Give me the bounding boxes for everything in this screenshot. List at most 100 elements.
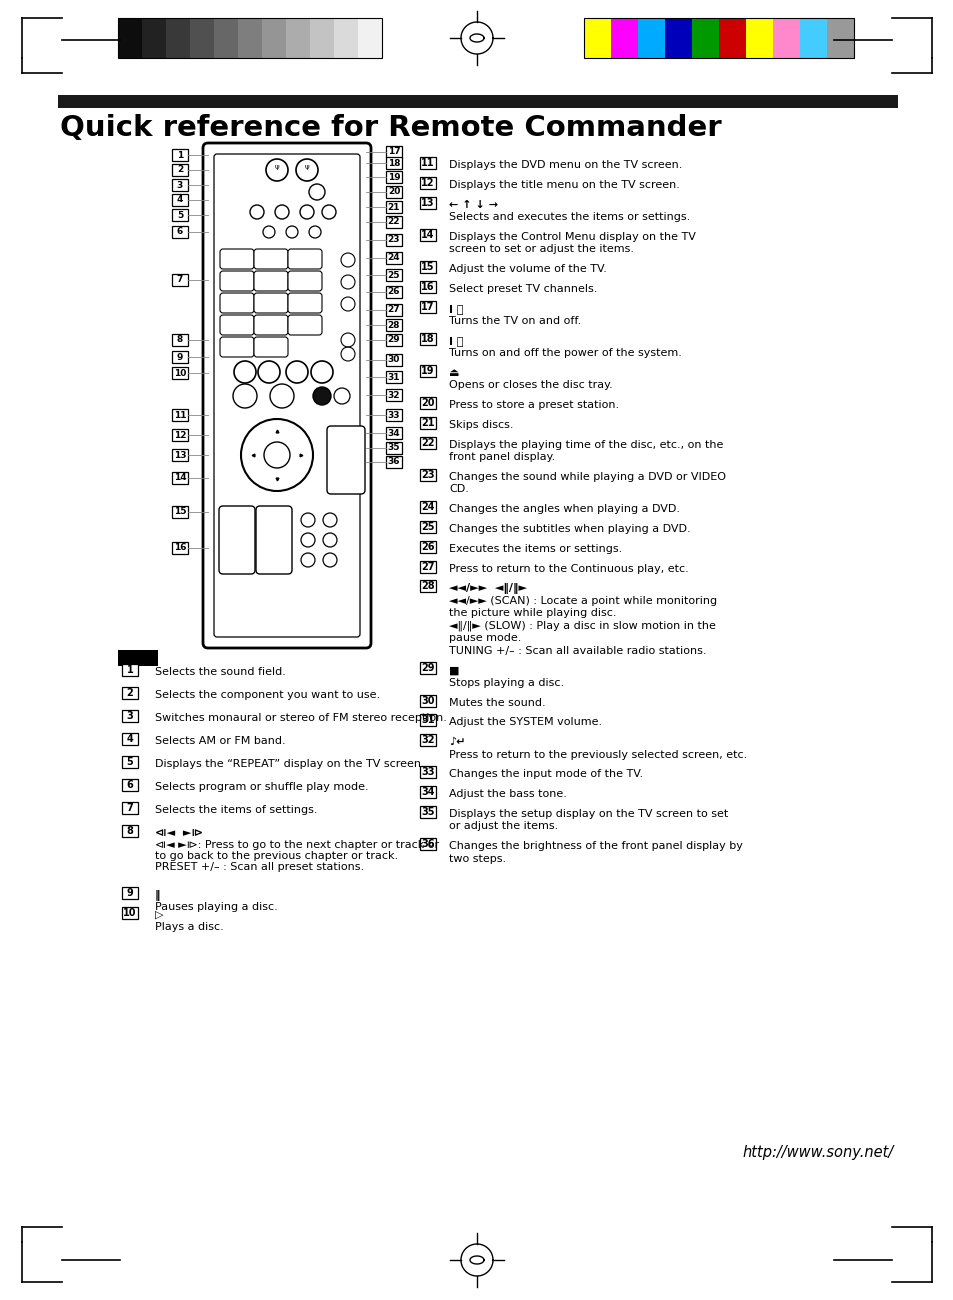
Bar (310, 18, 334, 58)
Text: pause mode.: pause mode. (449, 633, 521, 644)
Bar (664, 18, 691, 58)
Text: ◄◄/►►  ◄‖/‖►: ◄◄/►► ◄‖/‖► (449, 584, 526, 594)
Text: Stops playing a disc.: Stops playing a disc. (449, 677, 563, 688)
Bar (419, 229, 436, 240)
Text: 33: 33 (387, 411, 400, 420)
Text: 11: 11 (173, 411, 186, 420)
Bar (386, 269, 401, 281)
Text: ← ↑ ↓ →: ← ↑ ↓ → (449, 200, 497, 209)
Bar (122, 826, 138, 837)
Bar (386, 157, 401, 169)
Bar (386, 370, 401, 383)
Text: to go back to the previous chapter or track.: to go back to the previous chapter or tr… (154, 852, 397, 861)
Text: 9: 9 (176, 352, 183, 361)
Text: ψ: ψ (304, 164, 309, 170)
Bar (262, 18, 286, 58)
Text: Executes the items or settings.: Executes the items or settings. (449, 543, 621, 554)
Bar (286, 18, 310, 58)
Text: Selects and executes the items or settings.: Selects and executes the items or settin… (449, 212, 690, 222)
Text: 21: 21 (387, 203, 400, 212)
Text: 32: 32 (421, 736, 435, 745)
FancyBboxPatch shape (220, 270, 253, 291)
Bar (419, 157, 436, 169)
Text: 26: 26 (387, 287, 400, 296)
Text: 16: 16 (173, 543, 186, 552)
Bar (419, 734, 436, 746)
Bar (172, 209, 188, 221)
Bar (386, 252, 401, 264)
Text: 28: 28 (420, 581, 435, 592)
Text: 12: 12 (421, 178, 435, 187)
Bar (386, 318, 401, 332)
Bar (172, 351, 188, 363)
Text: Turns the TV on and off.: Turns the TV on and off. (449, 316, 580, 326)
Text: Selects program or shuffle play mode.: Selects program or shuffle play mode. (154, 783, 368, 792)
Text: 34: 34 (421, 788, 435, 797)
Text: Changes the angles when playing a DVD.: Changes the angles when playing a DVD. (449, 504, 679, 515)
Text: Select preset TV channels.: Select preset TV channels. (449, 283, 597, 294)
FancyBboxPatch shape (203, 143, 371, 647)
Text: 29: 29 (421, 663, 435, 673)
Text: 10: 10 (123, 907, 136, 918)
Bar (386, 354, 401, 367)
Text: Displays the DVD menu on the TV screen.: Displays the DVD menu on the TV screen. (449, 160, 681, 170)
Bar (386, 456, 401, 468)
Text: 28: 28 (387, 321, 400, 329)
Text: 24: 24 (387, 254, 400, 263)
Text: 35: 35 (421, 807, 435, 816)
Text: 8: 8 (176, 335, 183, 345)
Text: ▷: ▷ (154, 910, 163, 920)
FancyBboxPatch shape (220, 337, 253, 358)
Text: 7: 7 (176, 276, 183, 285)
Text: 13: 13 (421, 198, 435, 208)
Bar (172, 367, 188, 380)
Bar (142, 18, 166, 58)
Text: Plays a disc.: Plays a disc. (154, 922, 224, 932)
Bar (122, 757, 138, 768)
Text: 17: 17 (387, 147, 400, 156)
Bar (334, 18, 357, 58)
Bar (419, 694, 436, 707)
Bar (386, 172, 401, 183)
FancyBboxPatch shape (255, 506, 292, 575)
Text: screen to set or adjust the items.: screen to set or adjust the items. (449, 244, 634, 255)
Text: ⧏◄  ►⧐: ⧏◄ ►⧐ (154, 828, 203, 838)
Text: 21: 21 (421, 419, 435, 428)
Bar (122, 779, 138, 790)
Bar (172, 410, 188, 421)
Bar (638, 18, 664, 58)
FancyBboxPatch shape (288, 250, 322, 269)
Bar (419, 838, 436, 850)
Bar (386, 426, 401, 439)
Text: 19: 19 (421, 367, 435, 376)
Text: 15: 15 (421, 263, 435, 272)
Text: ♪↵: ♪↵ (449, 737, 465, 747)
Text: Mutes the sound.: Mutes the sound. (449, 698, 545, 707)
Bar (800, 18, 826, 58)
Text: Adjust the volume of the TV.: Adjust the volume of the TV. (449, 264, 606, 274)
FancyBboxPatch shape (288, 292, 322, 313)
Bar (419, 786, 436, 798)
Bar (172, 164, 188, 176)
Text: Selects the component you want to use.: Selects the component you want to use. (154, 690, 379, 699)
Text: 8: 8 (127, 826, 133, 836)
Bar (419, 560, 436, 572)
Bar (419, 580, 436, 593)
Text: 13: 13 (173, 451, 186, 459)
FancyBboxPatch shape (253, 250, 288, 269)
Text: 15: 15 (173, 507, 186, 516)
Text: Turns on and off the power of the system.: Turns on and off the power of the system… (449, 348, 681, 359)
Text: 25: 25 (421, 523, 435, 532)
Text: 24: 24 (421, 502, 435, 512)
Bar (172, 472, 188, 484)
Bar (166, 18, 190, 58)
Text: 27: 27 (421, 562, 435, 572)
Bar (172, 226, 188, 238)
Text: ψ: ψ (274, 164, 279, 170)
Text: PRESET +/– : Scan all preset stations.: PRESET +/– : Scan all preset stations. (154, 862, 364, 872)
Text: Selects AM or FM band.: Selects AM or FM band. (154, 736, 285, 746)
Bar (172, 506, 188, 517)
Text: 10: 10 (173, 368, 186, 377)
Text: the picture while playing disc.: the picture while playing disc. (449, 608, 616, 619)
Bar (419, 365, 436, 377)
